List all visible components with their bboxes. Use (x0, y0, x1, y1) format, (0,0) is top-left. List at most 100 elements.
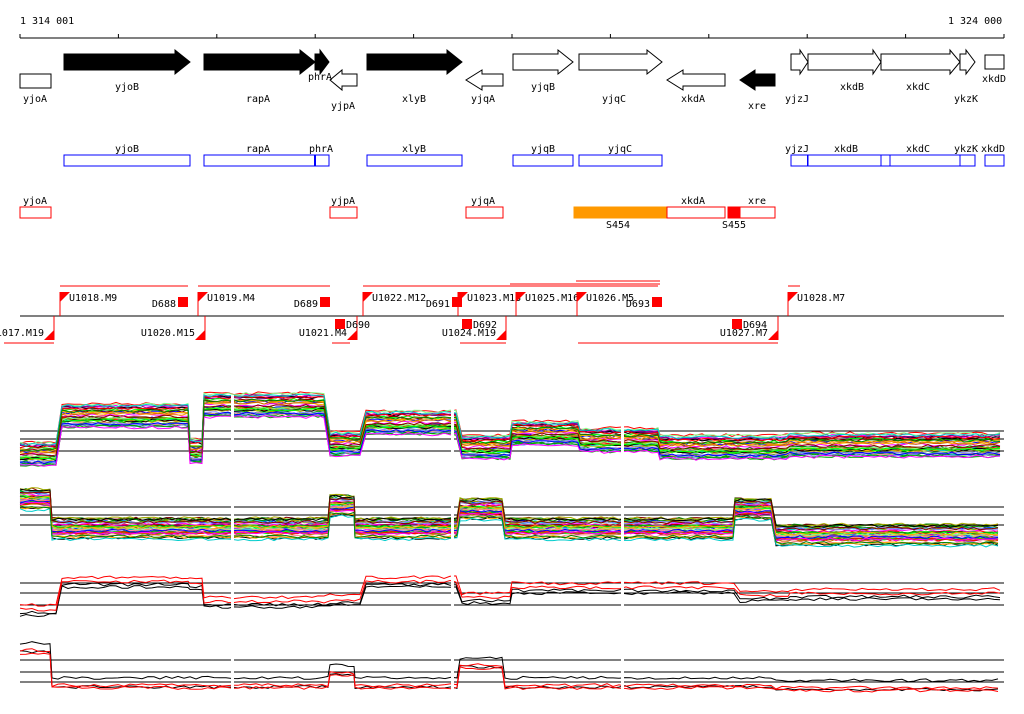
box-yjqA[interactable] (465, 206, 504, 219)
blue-label-yjoB: yjoB (115, 144, 139, 155)
tu-label[interactable]: U1024.M19 (442, 328, 496, 339)
label-yjqB: yjqB (531, 82, 555, 93)
tu-label[interactable]: U1018.M9 (69, 293, 117, 304)
promoter-icon (44, 330, 54, 340)
gene-yjoA[interactable] (19, 73, 52, 89)
expression-series (19, 652, 999, 693)
gene-yjoB[interactable] (63, 48, 191, 76)
box-xlyB[interactable] (366, 154, 463, 167)
terminator-label[interactable]: D692 (473, 320, 497, 331)
terminator-icon (732, 319, 742, 329)
box-xkdC[interactable] (880, 154, 961, 167)
box-xkdA[interactable] (666, 206, 726, 219)
expression-series (19, 501, 999, 542)
tu-label[interactable]: U1025.M16 (525, 293, 579, 304)
blue-label-rapA: rapA (246, 144, 270, 155)
tu-label[interactable]: U1027.M7 (720, 328, 768, 339)
box-phrA[interactable] (314, 154, 330, 167)
expression-series (19, 582, 1001, 615)
terminator-label[interactable]: D688 (152, 299, 176, 310)
terminator-icon (652, 297, 662, 307)
gene-xkdA[interactable] (666, 69, 726, 91)
promoter-icon (363, 292, 373, 302)
expression-series (19, 648, 999, 690)
label-yjqA: yjqA (471, 94, 495, 105)
label-yjoA: yjoA (23, 94, 47, 105)
terminator-icon (452, 297, 462, 307)
tu-label[interactable]: U1028.M7 (797, 293, 845, 304)
terminator-label[interactable]: D690 (346, 320, 370, 331)
box-xre[interactable] (739, 206, 776, 219)
gene-yjqA[interactable] (465, 69, 504, 91)
gene-xkdC[interactable] (880, 48, 961, 76)
box-yjoA[interactable] (19, 206, 52, 219)
gene-phrA[interactable] (314, 48, 330, 76)
terminator-label[interactable]: D694 (743, 320, 767, 331)
expression-series (19, 575, 1001, 607)
box-xkdB[interactable] (807, 154, 882, 167)
terminator-label[interactable]: D693 (626, 299, 650, 310)
expression-series (19, 491, 999, 531)
reverse-annotation-labels: yjoA yjpA yjqA xkdA xre S454 S455 (23, 196, 766, 231)
terminator-icon (335, 319, 345, 329)
blue-label-xkdB: xkdB (834, 144, 858, 155)
gene-yjqB[interactable] (512, 48, 574, 76)
promoter-icon (577, 292, 587, 302)
box-ykzK[interactable] (959, 154, 976, 167)
gene-xlyB[interactable] (366, 48, 463, 76)
tu-label[interactable]: U1026.M5 (586, 293, 634, 304)
ruler-start: 1 314 001 (20, 16, 74, 27)
blue-label-ykzK: ykzK (954, 144, 978, 155)
gene-ykzK[interactable] (959, 48, 976, 76)
gene-xre[interactable] (739, 69, 776, 91)
ruler: 1 314 001 1 324 000 (19, 16, 1005, 39)
segment-S454[interactable] (573, 206, 668, 219)
segment-S455[interactable] (727, 206, 741, 219)
expression-series (19, 411, 1001, 465)
terminator-label[interactable]: D691 (426, 299, 450, 310)
tu-label[interactable]: U1020.M15 (141, 328, 195, 339)
gene-yjqC[interactable] (578, 48, 663, 76)
terminator-icon (320, 297, 330, 307)
gene-yjpA[interactable] (329, 68, 358, 92)
gene-track (19, 48, 1005, 92)
promoter-icon (195, 330, 205, 340)
red-label-xkdA: xkdA (681, 196, 705, 207)
tu-label[interactable]: U1022.M12 (372, 293, 426, 304)
promoter-icon (788, 292, 798, 302)
blue-label-xlyB: xlyB (402, 144, 426, 155)
box-yjzJ[interactable] (790, 154, 809, 167)
terminator-label[interactable]: D689 (294, 299, 318, 310)
promoter-icon (60, 292, 70, 302)
tu-label[interactable]: U1023.M13 (467, 293, 521, 304)
expression-series (19, 641, 999, 683)
tu-label[interactable]: U1017.M19 (0, 328, 44, 339)
label-yjqC: yjqC (602, 94, 626, 105)
label-yjzJ: yjzJ (785, 94, 809, 105)
expression-panel (19, 641, 1004, 695)
expression-panel (19, 391, 1004, 467)
gene-labels: yjoA yjoB rapA phrA yjpA xlyB yjqA yjqB … (23, 72, 1006, 112)
tu-label[interactable]: U1019.M4 (207, 293, 255, 304)
label-yjoB: yjoB (115, 82, 139, 93)
tu-label[interactable]: U1021.M4 (299, 328, 347, 339)
gene-yjzJ[interactable] (790, 48, 809, 76)
expression-series (19, 404, 1001, 457)
blue-label-xkdD: xkdD (981, 144, 1005, 155)
box-xkdD[interactable] (984, 154, 1005, 167)
box-rapA[interactable] (203, 154, 316, 167)
promoter-icon (496, 330, 506, 340)
forward-annotation-labels: yjoB rapA phrA xlyB yjqB yjqC yjzJ xkdB … (115, 144, 1005, 155)
box-yjoB[interactable] (63, 154, 191, 167)
box-yjpA[interactable] (329, 206, 358, 219)
ruler-end: 1 324 000 (948, 16, 1002, 27)
red-label-yjoA: yjoA (23, 196, 47, 207)
expression-series (19, 585, 1001, 618)
expression-series (19, 505, 999, 545)
gene-rapA[interactable] (203, 48, 316, 76)
box-yjqC[interactable] (578, 154, 663, 167)
gene-xkdB[interactable] (807, 48, 882, 76)
gene-xkdD[interactable] (984, 54, 1005, 70)
box-yjqB[interactable] (512, 154, 574, 167)
